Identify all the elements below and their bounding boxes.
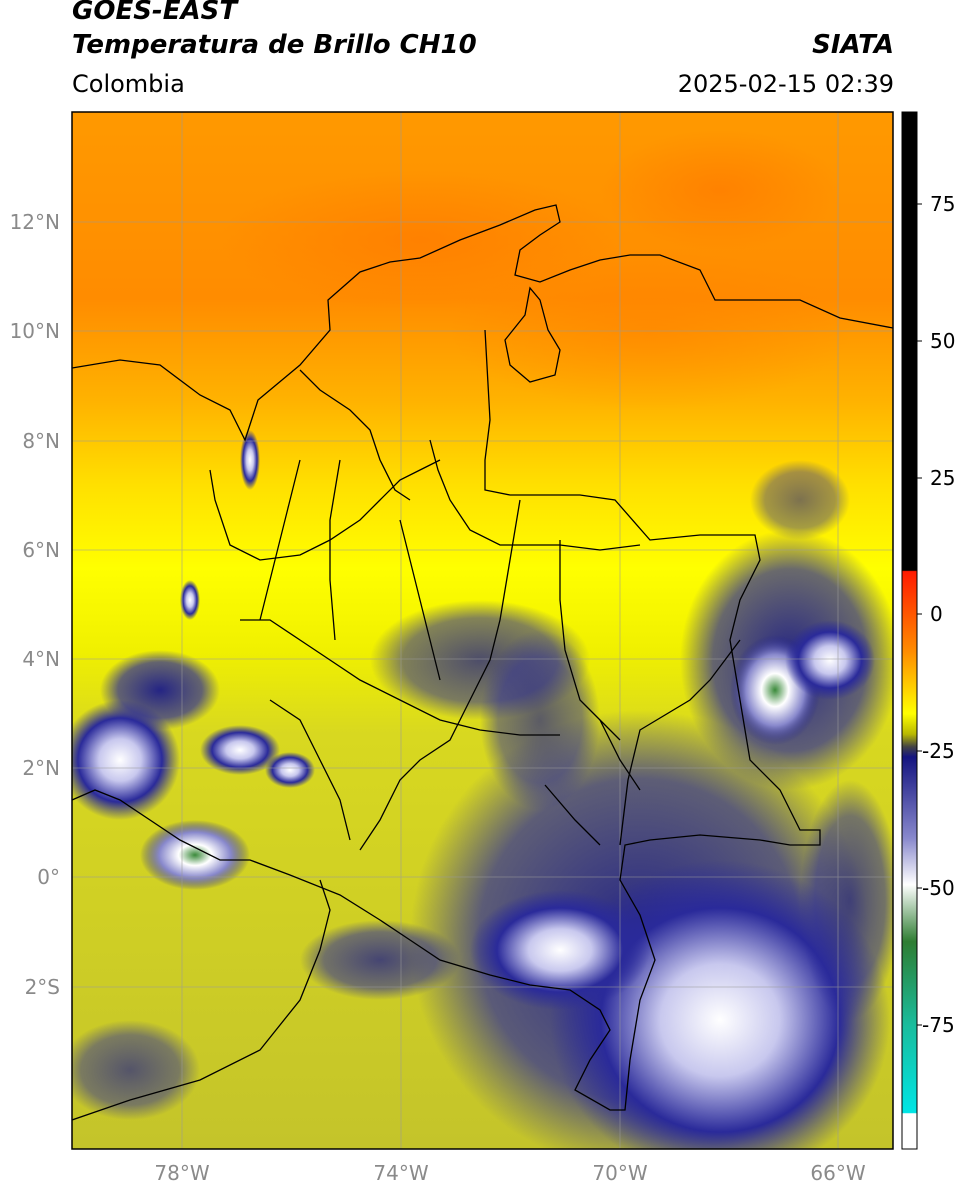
lat-tick-label: 4°N bbox=[22, 647, 60, 671]
colorbar: 75 50 25 0 -25 -50 -75 bbox=[901, 111, 955, 1150]
product-title: Temperatura de Brillo CH10 bbox=[72, 30, 477, 60]
colorbar-tick-label: 75 bbox=[930, 192, 955, 216]
lon-tick-label: 66°W bbox=[810, 1161, 865, 1185]
lon-tick-label: 78°W bbox=[154, 1161, 209, 1185]
grid-lines bbox=[72, 112, 893, 1149]
map-frame bbox=[71, 111, 894, 1150]
lon-tick-label: 70°W bbox=[592, 1161, 647, 1185]
colorbar-tick-label: 0 bbox=[930, 602, 943, 626]
colorbar-tick-label: -75 bbox=[922, 1013, 955, 1037]
lat-tick-label: 12°N bbox=[10, 210, 60, 234]
colorbar-tick-label: -25 bbox=[922, 739, 955, 763]
colorbar-tick-label: 25 bbox=[930, 466, 955, 490]
lat-tick-label: 8°N bbox=[22, 429, 60, 453]
lon-tick-labels: 78°W 74°W 70°W 66°W bbox=[154, 1161, 865, 1185]
lat-tick-label: 0° bbox=[37, 865, 60, 889]
lat-tick-labels: 12°N 10°N 8°N 6°N 4°N 2°N 0° 2°S bbox=[10, 210, 60, 999]
region-label: Colombia bbox=[72, 70, 185, 98]
colorbar-strip bbox=[901, 111, 918, 1150]
lat-tick-label: 10°N bbox=[10, 319, 60, 343]
colorbar-tick-label: -50 bbox=[922, 876, 955, 900]
satellite-title: GOES-EAST bbox=[72, 0, 238, 26]
datetime-label: 2025-02-15 02:39 bbox=[677, 70, 894, 98]
lat-tick-label: 2°S bbox=[25, 975, 60, 999]
lat-tick-label: 2°N bbox=[22, 756, 60, 780]
lon-tick-label: 74°W bbox=[373, 1161, 428, 1185]
country-borders bbox=[72, 204, 893, 1121]
source-label: SIATA bbox=[812, 30, 894, 60]
lat-tick-label: 6°N bbox=[22, 538, 60, 562]
brightness-temperature-field bbox=[72, 112, 893, 1149]
colorbar-tick-label: 50 bbox=[930, 329, 955, 353]
